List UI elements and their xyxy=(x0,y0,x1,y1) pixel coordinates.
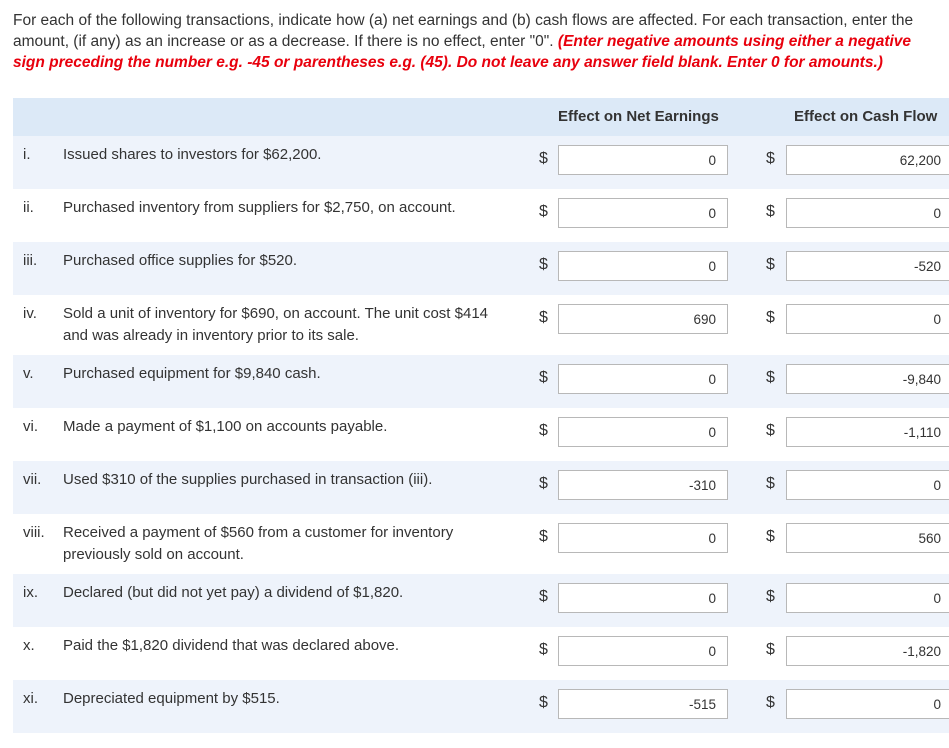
dollar-sign: $ xyxy=(539,475,548,492)
row-description: Paid the $1,820 dividend that was declar… xyxy=(63,637,400,654)
table-row: ii. Purchased inventory from suppliers f… xyxy=(13,189,949,242)
dollar-sign: $ xyxy=(766,641,775,658)
cash-flow-input[interactable]: 0 xyxy=(786,583,949,613)
row-number: v. xyxy=(23,365,34,382)
row-number: xi. xyxy=(23,690,38,707)
net-earnings-input[interactable]: 0 xyxy=(558,523,728,553)
row-number: i. xyxy=(23,146,31,163)
net-earnings-input[interactable]: 0 xyxy=(558,145,728,175)
header-net-earnings: Effect on Net Earnings xyxy=(558,108,719,125)
cash-flow-input[interactable]: 0 xyxy=(786,470,949,500)
dollar-sign: $ xyxy=(539,694,548,711)
row-description: Issued shares to investors for $62,200. xyxy=(63,146,322,163)
row-number: vi. xyxy=(23,418,38,435)
table-row: v. Purchased equipment for $9,840 cash. … xyxy=(13,355,949,408)
net-earnings-input[interactable]: 0 xyxy=(558,364,728,394)
row-description: Sold a unit of inventory for $690, on ac… xyxy=(63,305,489,344)
table-row: i. Issued shares to investors for $62,20… xyxy=(13,136,949,189)
row-number: vii. xyxy=(23,471,42,488)
table-row: ix. Declared (but did not yet pay) a div… xyxy=(13,574,949,627)
row-description: Received a payment of $560 from a custom… xyxy=(63,524,454,563)
row-number: x. xyxy=(23,637,35,654)
transactions-table: Effect on Net Earnings Effect on Cash Fl… xyxy=(13,98,949,733)
cash-flow-input[interactable]: -9,840 xyxy=(786,364,949,394)
net-earnings-input[interactable]: -310 xyxy=(558,470,728,500)
table-row: xi. Depreciated equipment by $515. $ -51… xyxy=(13,680,949,733)
dollar-sign: $ xyxy=(539,309,548,326)
dollar-sign: $ xyxy=(766,475,775,492)
net-earnings-input[interactable]: -515 xyxy=(558,689,728,719)
net-earnings-input[interactable]: 690 xyxy=(558,304,728,334)
dollar-sign: $ xyxy=(766,150,775,167)
cash-flow-input[interactable]: 0 xyxy=(786,689,949,719)
dollar-sign: $ xyxy=(539,422,548,439)
row-number: viii. xyxy=(23,524,45,541)
instructions-text: For each of the following transactions, … xyxy=(13,12,914,50)
header-cash-flow: Effect on Cash Flow xyxy=(794,108,938,125)
dollar-sign: $ xyxy=(539,641,548,658)
cash-flow-input[interactable]: 0 xyxy=(786,304,949,334)
dollar-sign: $ xyxy=(766,309,775,326)
dollar-sign: $ xyxy=(766,256,775,273)
cash-flow-input[interactable]: -520 xyxy=(786,251,949,281)
dollar-sign: $ xyxy=(766,422,775,439)
cash-flow-input[interactable]: 560 xyxy=(786,523,949,553)
table-row: viii. Received a payment of $560 from a … xyxy=(13,514,949,574)
cash-flow-input[interactable]: 0 xyxy=(786,198,949,228)
row-description: Purchased inventory from suppliers for $… xyxy=(63,199,456,216)
cash-flow-input[interactable]: 62,200 xyxy=(786,145,949,175)
row-description: Declared (but did not yet pay) a dividen… xyxy=(63,584,404,601)
row-description: Purchased office supplies for $520. xyxy=(63,252,298,269)
row-number: iv. xyxy=(23,305,37,322)
row-description: Used $310 of the supplies purchased in t… xyxy=(63,471,433,488)
dollar-sign: $ xyxy=(539,528,548,545)
dollar-sign: $ xyxy=(539,256,548,273)
net-earnings-input[interactable]: 0 xyxy=(558,251,728,281)
dollar-sign: $ xyxy=(766,369,775,386)
row-description: Purchased equipment for $9,840 cash. xyxy=(63,365,321,382)
cash-flow-input[interactable]: -1,820 xyxy=(786,636,949,666)
dollar-sign: $ xyxy=(766,203,775,220)
row-description: Made a payment of $1,100 on accounts pay… xyxy=(63,418,388,435)
table-row: vii. Used $310 of the supplies purchased… xyxy=(13,461,949,514)
dollar-sign: $ xyxy=(766,528,775,545)
instructions: For each of the following transactions, … xyxy=(13,10,938,73)
table-row: iii. Purchased office supplies for $520.… xyxy=(13,242,949,295)
dollar-sign: $ xyxy=(539,150,548,167)
cash-flow-input[interactable]: -1,110 xyxy=(786,417,949,447)
row-number: iii. xyxy=(23,252,38,269)
dollar-sign: $ xyxy=(539,588,548,605)
net-earnings-input[interactable]: 0 xyxy=(558,583,728,613)
row-number: ix. xyxy=(23,584,38,601)
dollar-sign: $ xyxy=(766,588,775,605)
table-row: iv. Sold a unit of inventory for $690, o… xyxy=(13,295,949,355)
table-header: Effect on Net Earnings Effect on Cash Fl… xyxy=(13,98,949,136)
row-number: ii. xyxy=(23,199,34,216)
table-row: vi. Made a payment of $1,100 on accounts… xyxy=(13,408,949,461)
net-earnings-input[interactable]: 0 xyxy=(558,198,728,228)
dollar-sign: $ xyxy=(539,203,548,220)
instructions-emphasis: (Enter negative amounts using either a n… xyxy=(13,33,912,71)
dollar-sign: $ xyxy=(539,369,548,386)
row-description: Depreciated equipment by $515. xyxy=(63,690,280,707)
net-earnings-input[interactable]: 0 xyxy=(558,636,728,666)
table-row: x. Paid the $1,820 dividend that was dec… xyxy=(13,627,949,680)
net-earnings-input[interactable]: 0 xyxy=(558,417,728,447)
dollar-sign: $ xyxy=(766,694,775,711)
